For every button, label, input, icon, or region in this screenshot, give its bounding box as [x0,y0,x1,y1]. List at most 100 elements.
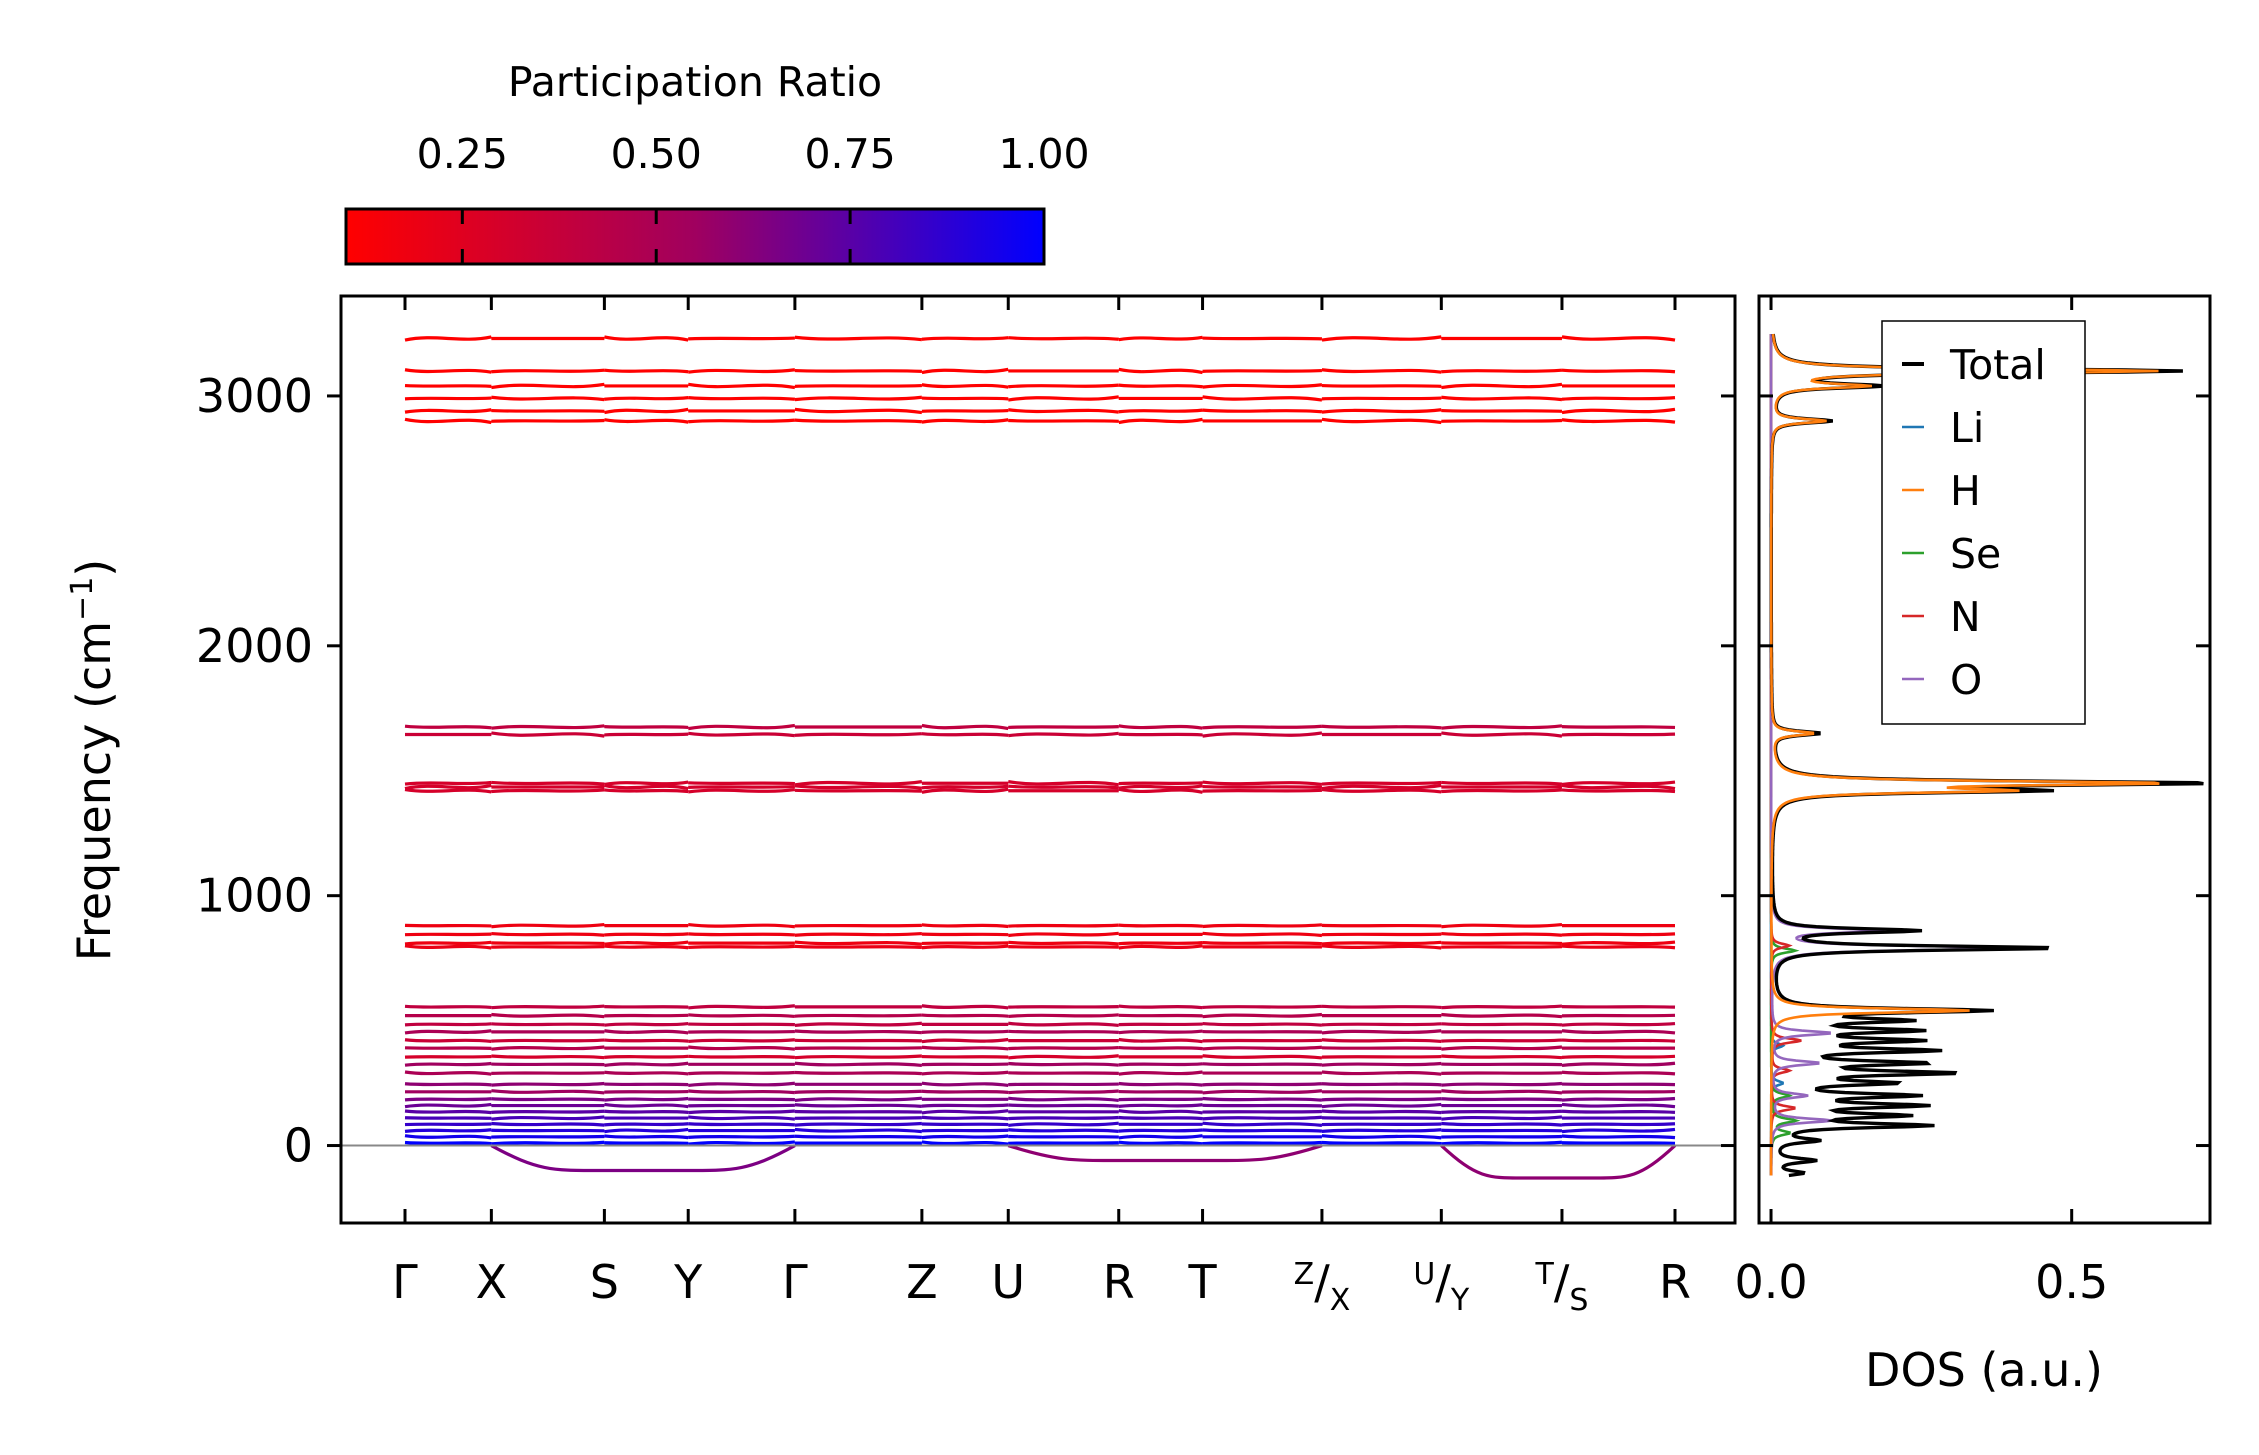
band-line [794,1013,922,1018]
band-line [794,1061,923,1068]
band-line [604,407,689,415]
band-line [921,787,1009,794]
band-line [1118,1103,1203,1108]
band-line [921,418,1009,424]
band-line [1008,1061,1119,1067]
band-line [1561,1021,1676,1027]
band-line [604,788,689,794]
band-line [491,1089,605,1095]
legend-label: O [1950,656,1982,704]
band-line [1008,923,1119,928]
band-line [1118,944,1203,950]
band-line [491,1134,605,1139]
band-line [1441,780,1563,786]
band-line [1321,1140,1442,1146]
band-line [1118,732,1203,737]
band-line [794,1134,922,1139]
band-line [404,932,492,937]
band-line [404,1038,492,1044]
band-line [1202,408,1323,414]
y-tick-label: 0 [284,1119,313,1173]
band-line [921,336,1009,341]
band-line [1321,408,1442,414]
band-line [1202,1021,1323,1027]
band-line [604,780,689,787]
band-line [1118,1140,1203,1146]
legend-items: Total Li H Se NO [1902,341,2046,704]
band-line [1202,1115,1323,1121]
band-line [1118,923,1203,928]
band-line [1202,395,1323,402]
band-line [1561,1096,1676,1102]
band-line [1008,418,1119,423]
band-line [688,1029,795,1034]
band-line [1008,1128,1119,1133]
band-line [921,1122,1009,1127]
band-line [794,1121,923,1127]
band-line [1118,941,1203,946]
band-line [1008,784,1119,790]
band-line [1441,1004,1563,1010]
band-line [921,1062,1009,1067]
band-line [921,723,1009,731]
band-line [921,1089,1009,1094]
band-line [1202,1082,1323,1087]
band-line [921,1109,1009,1115]
band-line [1202,383,1323,389]
band-line [794,368,922,373]
band-line [404,368,492,374]
kpath-label: R [1659,1255,1691,1309]
band-line [404,1122,492,1127]
band-line [1321,1102,1442,1109]
band-line [604,732,689,737]
band-line [921,784,1009,790]
band-line [1561,1004,1676,1009]
band-line [794,1089,922,1094]
legend-frame [1881,320,2086,725]
band-line [1321,787,1442,794]
band-line [1441,1062,1563,1067]
band-line [1441,408,1563,413]
band-line [1321,1046,1442,1050]
band-line [404,1070,492,1076]
band-line [1321,923,1442,928]
band-line [1441,418,1563,423]
band-line [688,944,795,950]
band-line [688,1070,795,1076]
band-line [1008,1004,1119,1009]
band-line [1118,1115,1203,1121]
band-line [1441,945,1563,949]
kpath-label: T/S [1535,1255,1589,1318]
band-line [1008,1045,1119,1051]
band-line [491,1045,605,1051]
band-line [1321,1097,1442,1102]
band-line [688,1045,796,1051]
band-line [1321,1128,1442,1133]
band-line [1202,788,1323,793]
band-line [1321,1038,1442,1044]
band-line [1118,1097,1203,1102]
band-y-axis-title: Frequency (cm−1) [65,559,121,962]
band-line [794,335,923,342]
band-line [604,1061,689,1068]
band-line [604,1122,689,1127]
band-line [404,1061,492,1067]
band-line [1118,1134,1203,1140]
band-line [1321,1116,1442,1120]
band-line [604,1134,689,1140]
band-line [1321,1054,1442,1059]
band-line [688,1054,795,1059]
colorbar: Participation Ratio 0.25 0.50 0.75 1.00 [344,58,1090,266]
band-line [1561,407,1676,415]
band-line [921,396,1009,401]
band-line [1321,1029,1442,1035]
band-line [1118,781,1203,786]
band-line [491,1128,605,1133]
band-line [1202,1103,1322,1108]
band-line [688,1004,796,1010]
band-line [1561,944,1676,950]
band-line [604,725,689,730]
band-line [921,1070,1009,1076]
band-line [921,1140,1009,1146]
band-line [1561,1122,1676,1127]
